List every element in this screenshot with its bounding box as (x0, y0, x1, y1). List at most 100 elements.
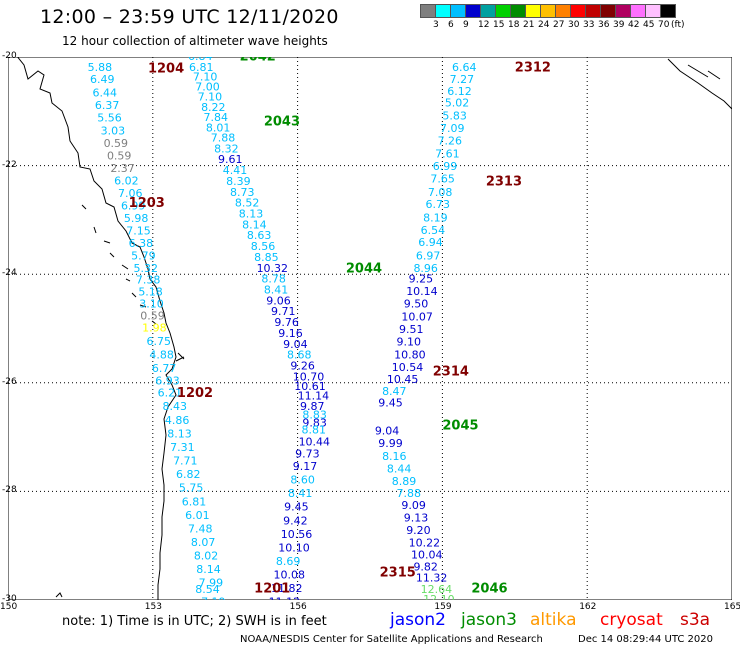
track-id-label: 1202 (177, 386, 213, 401)
color-scale-label: 15 (493, 20, 505, 30)
color-swatch (435, 4, 451, 18)
swh-value: 5.83 (442, 110, 467, 123)
swh-value: 5.88 (88, 61, 113, 74)
color-swatch (615, 4, 631, 18)
color-swatch (585, 4, 601, 18)
swh-value: 6.97 (416, 249, 441, 262)
color-scale-label: 36 (598, 20, 610, 30)
swh-value: 10.56 (281, 528, 313, 541)
swh-value: 6.81 (189, 61, 214, 74)
page-title: 12:00 – 23:59 UTC 12/11/2020 (40, 6, 339, 28)
lord-howe (55, 592, 63, 598)
swh-value: 2.37 (110, 162, 135, 175)
lat-tick-label: -24 (2, 268, 17, 279)
swh-value: 9.20 (406, 524, 431, 537)
swh-value: 6.94 (418, 236, 443, 249)
swh-value: 7.10 (198, 91, 223, 104)
swh-value: 8.19 (423, 211, 448, 224)
australia-coastline (16, 57, 177, 600)
swh-value: 9.13 (404, 512, 429, 525)
swh-value: 6.99 (433, 160, 458, 173)
swh-value: 10.04 (411, 548, 443, 561)
page-subtitle: 12 hour collection of altimeter wave hei… (62, 34, 328, 48)
swh-value: 6.38 (129, 237, 154, 250)
swh-value: 8.41 (264, 283, 289, 296)
swh-value: 10.10 (278, 541, 310, 554)
track-id-label: 1203 (129, 196, 165, 211)
swh-value: 9.51 (399, 323, 424, 336)
swh-value: 8.41 (288, 487, 313, 500)
map-canvas: 5.886.496.446.375.563.030.590.592.376.02… (8, 57, 732, 600)
swh-value: 8.68 (287, 349, 312, 362)
color-swatch (660, 4, 676, 18)
swh-value: 0.59 (140, 310, 165, 323)
swh-value: 9.06 (266, 294, 291, 307)
swh-value: 6.99 (121, 199, 146, 212)
swh-value: 6.82 (176, 468, 201, 481)
swh-value: 6.84 (188, 57, 213, 63)
color-scale-label: 12 (478, 20, 490, 30)
swh-value: 8.01 (206, 122, 231, 135)
lon-tick-label: 162 (579, 602, 597, 612)
track-id-label: 2043 (264, 115, 300, 130)
swh-value: 4.41 (223, 164, 248, 177)
track-id-label: 2314 (433, 364, 469, 379)
swh-value: 10.54 (392, 361, 424, 374)
swh-value: 8.60 (290, 474, 315, 487)
swh-value: 7.06 (118, 187, 143, 200)
color-swatch (450, 4, 466, 18)
color-swatch (495, 4, 511, 18)
color-swatch (555, 4, 571, 18)
color-scale-label: 33 (583, 20, 595, 30)
swh-value: 7.38 (136, 274, 161, 287)
lon-tick-label: 153 (144, 602, 162, 612)
swh-value: 8.56 (251, 240, 275, 253)
swh-value: 9.16 (278, 327, 303, 340)
lon-tick-label: 156 (289, 602, 307, 612)
swh-value: 12.64 (421, 583, 453, 596)
swh-value: 6.64 (452, 61, 477, 74)
swh-value: 7.19 (201, 596, 226, 600)
swh-value: 6.37 (95, 99, 120, 112)
lon-tick-label: 165 (724, 602, 740, 612)
swh-value: 8.43 (162, 400, 187, 413)
color-scale-label: 42 (628, 20, 640, 30)
swh-value: 8.02 (194, 550, 219, 563)
swh-value: 8.73 (230, 186, 255, 199)
swh-value: 7.65 (430, 173, 455, 186)
swh-value: 9.26 (290, 360, 315, 373)
swh-value: 5.98 (124, 212, 149, 225)
swh-value: 8.07 (191, 536, 216, 549)
lat-tick-label: -30 (2, 594, 17, 604)
swh-value: 9.45 (284, 501, 309, 514)
swh-value: 5.18 (138, 286, 163, 299)
swh-value: 6.21 (158, 387, 183, 400)
color-scale-label: 9 (463, 20, 469, 30)
lat-tick-label: -20 (2, 51, 17, 61)
lon-tick-label: 159 (434, 602, 452, 612)
swh-value: 10.08 (273, 569, 305, 582)
swh-value: 10.44 (299, 436, 331, 449)
swh-value: 1.98 (142, 322, 167, 335)
swh-value: 9.99 (378, 437, 403, 450)
generated-timestamp: Dec 14 08:29:44 UTC 2020 (578, 634, 713, 645)
swh-value: 4.88 (149, 349, 174, 362)
swh-value: 9.76 (274, 316, 299, 329)
swh-value: 6.44 (92, 86, 117, 99)
swh-value: 9.71 (271, 305, 296, 318)
swh-points: 5.886.496.446.375.563.030.590.592.376.02… (88, 57, 477, 600)
swh-value: 7.88 (397, 487, 422, 500)
swh-value: 6.12 (447, 85, 472, 98)
swh-value: 6.02 (114, 174, 139, 187)
color-swatch (465, 4, 481, 18)
coastline (16, 57, 732, 600)
swh-value: 0.59 (107, 149, 131, 162)
swh-value: 10.07 (401, 311, 433, 324)
map-border (8, 57, 732, 600)
swh-value: 8.32 (214, 142, 239, 155)
swh-value: 7.84 (203, 111, 228, 124)
swh-value: 7.99 (199, 577, 224, 590)
swh-value: 0.59 (104, 137, 128, 150)
reef-islands (81, 204, 185, 362)
swh-value: 7.48 (188, 522, 213, 535)
